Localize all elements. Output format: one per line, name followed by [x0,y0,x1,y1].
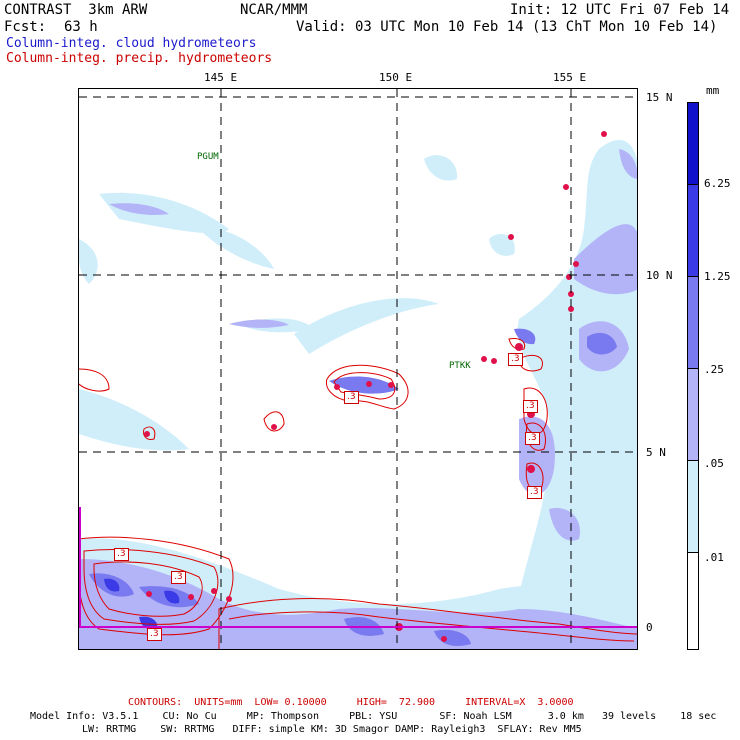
colorbar-unit: mm [706,84,720,97]
colorbar-label: 1.25 [704,270,731,283]
precip-core [188,594,194,600]
precip-contour [79,536,234,636]
precip-contour [518,354,543,372]
lat-label-10n: 10 N [646,269,673,282]
precip-core [508,234,514,240]
cloud-region [519,416,555,496]
cloud-region [424,155,458,181]
cloud-region [79,389,189,451]
organization: NCAR/MMM [240,2,308,18]
lat-label-15n: 15 N [646,91,673,104]
precip-core [568,291,574,297]
precip-core [388,382,394,388]
precip-core [563,184,569,190]
valid-time: Valid: 03 UTC Mon 10 Feb 14 (13 ChT Mon … [296,19,718,35]
precip-contour [79,368,110,392]
precip-core [226,596,232,602]
precip-contour [143,426,156,440]
precip-contour [93,561,203,617]
lon-label-155: 155 E [553,71,587,84]
cloud-region [104,578,120,592]
cloud-region [434,629,471,647]
precip-contour [218,598,637,649]
model-info-line-2: LW: RRTMG SW: RRTMG DIFF: simple KM: 3D … [82,724,582,735]
colorbar-label: .25 [704,363,724,376]
colorbar-segment [687,276,699,368]
cloud-region [509,140,637,649]
lon-label-150: 150 E [379,71,413,84]
colorbar-segment [687,460,699,552]
cloud-region [489,234,515,256]
forecast-label: Fcst: [4,19,47,35]
cloud-region [164,590,180,604]
colorbar-segment [687,184,699,276]
model-info-line-1: Model Info: V3.5.1 CU: No Cu MP: Thompso… [30,711,717,722]
station-label-ptkk: PTKK [449,361,471,371]
cloud-region [109,203,169,215]
colorbar-label: .01 [704,551,724,564]
contour-label: .3 [527,486,542,499]
contour-label: .3 [508,353,523,366]
precip-core [271,424,277,430]
precip-contour [523,387,548,435]
precip-contours [79,338,637,649]
colorbar-label: .05 [704,457,724,470]
cloud-region [619,149,637,179]
colorbar-segment [687,552,699,650]
cloud-region [329,376,399,394]
colorbar-label: 6.25 [704,177,731,190]
map-panel[interactable]: PGUM PTKK .3 .3 .3 .3 .3 .3 .3 .3 [78,88,638,650]
colorbar-segment [687,368,699,460]
contour-label: .3 [114,548,129,561]
lat-label-5n: 5 N [646,446,666,459]
model-title: CONTRAST 3km ARW [4,2,148,18]
precip-contour [83,549,219,625]
cloud-region [294,298,439,354]
precip-core [211,588,217,594]
precip-core [573,261,579,267]
contour-label: .3 [525,432,540,445]
cloud-region [229,319,289,328]
cloud-region [79,239,98,284]
contours-info: CONTOURS: UNITS=mm LOW= 0.10000 HIGH= 72… [128,697,574,708]
precip-contour [263,411,285,432]
field-cloud-label: Column-integ. cloud hydrometeors [6,36,257,51]
cloud-region [574,224,637,295]
init-time: Init: 12 UTC Fri 07 Feb 14 [510,2,730,18]
cloud-region [514,328,536,345]
precip-cores [144,131,607,642]
lat-lon-grid [79,89,637,649]
station-label-pgum: PGUM [197,152,219,162]
precip-core [568,306,574,312]
precip-core [441,636,447,642]
precip-core [601,131,607,137]
precip-core [515,343,523,351]
precip-core [366,381,372,387]
precip-core [144,431,150,437]
precip-core [491,358,497,364]
contour-label: .3 [523,400,538,413]
field-precip-label: Column-integ. precip. hydrometeors [6,51,273,66]
precip-core [527,465,535,473]
precip-core [146,591,152,597]
contour-label: .3 [171,571,186,584]
precip-contour [508,338,526,350]
cloud-region [199,228,274,269]
cloud-region [587,332,617,355]
forecast-hours: 63 h [64,19,98,35]
cloud-region [549,508,580,541]
precip-core [334,384,340,390]
lat-label-equator: 0 [646,621,653,634]
precip-contour [228,611,635,642]
contour-label: .3 [344,391,359,404]
lon-label-145: 145 E [204,71,238,84]
map-canvas [79,89,637,649]
precip-contour [325,364,409,410]
contour-label: .3 [147,628,162,641]
precip-core [481,356,487,362]
colorbar-segment [687,102,699,184]
